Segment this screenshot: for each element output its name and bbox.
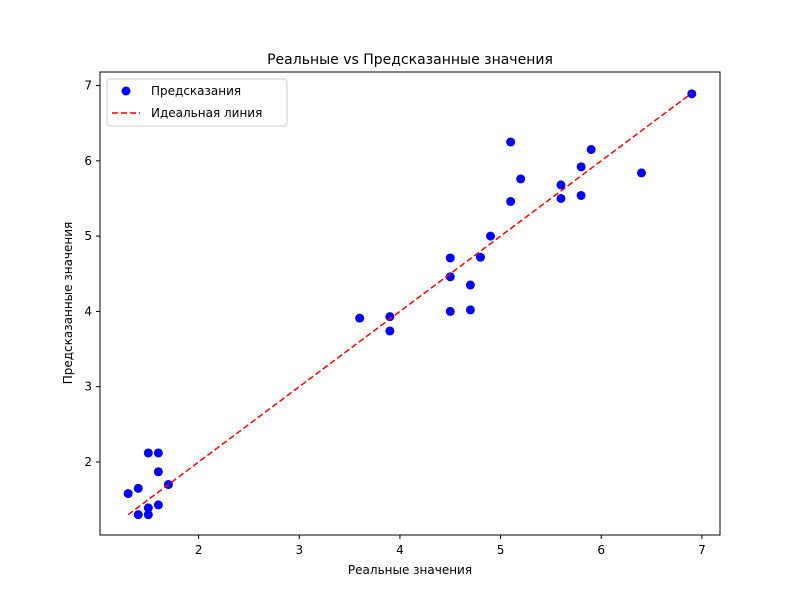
data-point	[465, 280, 475, 290]
x-tick-label: 3	[295, 543, 303, 557]
data-point	[445, 306, 455, 316]
data-point	[576, 190, 586, 200]
y-tick-label: 3	[84, 380, 92, 394]
data-point	[445, 253, 455, 263]
data-point	[133, 483, 143, 493]
y-tick-label: 4	[84, 304, 92, 318]
x-tick-label: 4	[396, 543, 404, 557]
chart-title: Реальные vs Предсказанные значения	[267, 52, 553, 68]
data-point	[636, 168, 646, 178]
data-point	[516, 174, 526, 184]
data-point	[465, 305, 475, 315]
data-point	[486, 231, 496, 241]
x-tick-label: 5	[497, 543, 505, 557]
data-point	[586, 145, 596, 155]
data-point	[506, 137, 516, 147]
data-point	[153, 500, 163, 510]
data-point	[153, 448, 163, 458]
data-point	[556, 193, 566, 203]
y-tick-label: 2	[84, 455, 92, 469]
data-point	[576, 162, 586, 172]
ideal-line	[127, 92, 693, 516]
x-tick-label: 6	[597, 543, 605, 557]
y-tick-label: 5	[84, 229, 92, 243]
x-tick-label: 2	[195, 543, 203, 557]
legend-box	[106, 78, 288, 127]
y-tick-label: 6	[84, 154, 92, 168]
data-point	[143, 510, 153, 520]
legend-label-predictions: Предсказания	[151, 84, 241, 98]
y-tick-label: 7	[84, 79, 92, 93]
plot-area: 2 3 4 5 6 7 2 3 4 5 6 7 Предсказания Идеальная линия	[84, 71, 721, 557]
data-point	[556, 180, 566, 190]
data-point	[123, 489, 133, 499]
data-point	[385, 312, 395, 322]
legend-marker-predictions	[121, 86, 131, 96]
x-axis-label: Реальные значения	[348, 563, 472, 577]
data-point	[355, 313, 365, 323]
data-point	[153, 467, 163, 477]
x-tick-label: 7	[698, 543, 706, 557]
data-point	[385, 326, 395, 336]
data-point	[143, 503, 153, 513]
data-point	[133, 510, 143, 520]
legend-label-ideal-line: Идеальная линия	[151, 106, 262, 120]
data-point	[475, 252, 485, 262]
data-point	[506, 196, 516, 206]
data-point	[143, 448, 153, 458]
axes-frame	[99, 71, 721, 536]
y-axis-label: Предсказанные значения	[61, 222, 75, 385]
